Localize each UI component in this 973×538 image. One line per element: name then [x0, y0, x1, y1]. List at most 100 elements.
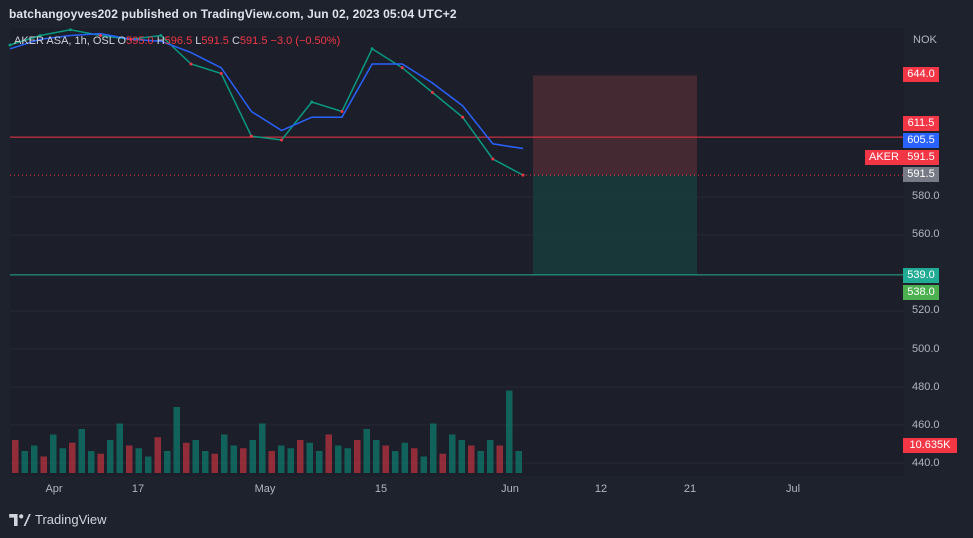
volume-bar: [325, 434, 332, 473]
y-tick-560: 560.0: [912, 228, 940, 240]
volume-bar: [211, 453, 218, 473]
y-tick-440: 440.0: [912, 457, 940, 469]
volume-bar: [373, 440, 380, 473]
volume-bar: [126, 445, 133, 473]
volume-bar: [449, 434, 456, 473]
tradingview-logo-icon: [9, 513, 31, 526]
entry-tag: 591.5: [903, 167, 939, 182]
volume-bar: [487, 440, 494, 473]
volume-bar: [12, 440, 19, 473]
volume-bar: [116, 423, 123, 473]
last-price-tag: 591.5: [903, 150, 939, 165]
take-profit-zone: [533, 175, 697, 275]
price-point: [159, 34, 163, 37]
volume-bar: [173, 407, 180, 473]
price-point: [99, 34, 103, 37]
volume-bar: [97, 453, 104, 473]
open-value: 595.0: [126, 35, 154, 47]
y-tick-500: 500.0: [912, 343, 940, 355]
moving-average-line: [9, 32, 524, 150]
volume-bar: [240, 448, 247, 473]
price-point: [370, 47, 374, 51]
volume-bar: [107, 440, 114, 473]
price-point: [249, 134, 253, 138]
low-value: 591.5: [201, 35, 229, 47]
price-point: [189, 62, 193, 66]
price-point: [68, 28, 72, 32]
volume-bar: [278, 445, 285, 473]
close-value: 591.5: [239, 35, 268, 47]
ma-value-tag: 605.5: [903, 133, 939, 148]
volume-bar: [268, 451, 275, 473]
open-label: O: [117, 35, 127, 47]
price-point: [340, 110, 344, 113]
publish-info: batchangoyves202 published on TradingVie…: [9, 7, 457, 21]
volume-bar: [430, 423, 437, 473]
chart-header: batchangoyves202 published on TradingVie…: [0, 0, 973, 28]
volume-bar: [31, 445, 38, 473]
volume-bar: [382, 445, 389, 473]
price-point: [400, 66, 404, 70]
support-tag: 538.0: [903, 285, 939, 300]
price-point: [280, 138, 284, 142]
y-tick-580: 580.0: [912, 190, 940, 202]
volume-bar: [468, 445, 475, 473]
volume-bar: [202, 451, 209, 473]
price-point: [310, 100, 314, 104]
volume-bar: [69, 442, 76, 473]
x-tick-jul: Jul: [785, 483, 801, 495]
change-value: −3.0 (−0.50%): [270, 35, 341, 47]
high-value: 596.5: [164, 35, 193, 47]
volume-bar: [477, 451, 484, 473]
price-point: [129, 37, 133, 41]
volume-bar: [420, 456, 427, 473]
volume-bar: [88, 451, 95, 473]
volume-bar: [287, 448, 294, 473]
y-tick-520: 520.0: [912, 304, 940, 316]
high-label: H: [156, 35, 165, 47]
volume-bar: [411, 448, 418, 473]
plot-area[interactable]: [10, 28, 904, 476]
price-point: [491, 157, 495, 161]
target-low-tag: 539.0: [903, 268, 939, 283]
symbol-info[interactable]: AKER ASA, 1h, OSL: [14, 35, 115, 47]
volume-bar: [78, 429, 85, 473]
volume-bar: [363, 429, 370, 473]
volume-bar: [135, 448, 142, 473]
volume-bar: [40, 456, 47, 473]
volume-bar: [496, 445, 503, 473]
price-point: [521, 173, 525, 177]
volume-bar: [192, 440, 199, 473]
volume-bar: [316, 451, 323, 473]
volume-bar: [335, 445, 342, 473]
volume-bar: [249, 440, 256, 473]
volume-bar: [221, 434, 228, 473]
volume-bar: [306, 442, 313, 473]
volume-bar: [297, 440, 304, 473]
price-point: [38, 34, 42, 37]
volume-bar: [145, 456, 152, 473]
volume-bar: [401, 442, 408, 473]
y-tick-480: 480.0: [912, 381, 940, 393]
price-point: [8, 43, 12, 47]
price-point: [219, 72, 223, 75]
ohlc-legend: AKER ASA, 1h, OSL O595.0 H596.5 L591.5 C…: [14, 35, 340, 47]
price-point: [430, 91, 434, 94]
price-point: [461, 115, 465, 119]
brand-name: TradingView: [35, 512, 107, 527]
x-tick-apr: Apr: [45, 483, 63, 495]
stop-line-tag: 611.5: [903, 116, 939, 131]
volume-bar: [59, 448, 66, 473]
x-tick-12: 12: [594, 483, 608, 495]
volume-bar: [506, 390, 513, 473]
volume-tag: 10.635K: [903, 438, 957, 453]
volume-bar: [230, 445, 237, 473]
volume-bar: [515, 451, 522, 473]
price-line: [9, 29, 524, 176]
footer-brand[interactable]: TradingView: [9, 512, 107, 527]
volume-bar: [164, 451, 171, 473]
volume-bar: [154, 437, 161, 473]
x-tick-jun: Jun: [501, 483, 519, 495]
x-tick-21: 21: [683, 483, 697, 495]
